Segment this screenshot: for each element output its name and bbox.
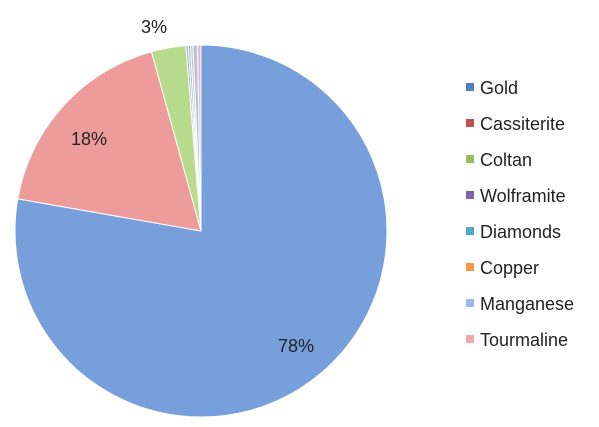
pie-slice-cassiterite <box>17 51 202 232</box>
legend-label-diamonds: Diamonds <box>480 222 561 242</box>
legend-label-manganese: Manganese <box>480 294 574 314</box>
legend-item-copper: Copper <box>466 258 539 278</box>
legend-item-gold: Gold <box>466 78 518 98</box>
pie-labels-layer: 78% 18% 3% <box>71 17 314 356</box>
legend-label-wolframite: Wolframite <box>480 186 566 206</box>
legend: Gold Cassiterite Coltan Wolframite Diamonds C… <box>466 78 574 350</box>
legend-marker-tourmaline <box>466 335 474 343</box>
legend-label-cassiterite: Cassiterite <box>480 114 565 134</box>
pie-label-cassiterite: 18% <box>71 129 107 149</box>
legend-label-coltan: Coltan <box>480 150 532 170</box>
pie-label-gold: 78% <box>278 336 314 356</box>
pie-slice-gold <box>14 44 388 418</box>
legend-label-tourmaline: Tourmaline <box>480 330 568 350</box>
pie-slices-layer <box>14 44 388 418</box>
pie-slice-tourmaline <box>196 44 202 232</box>
legend-marker-copper <box>466 263 474 271</box>
legend-marker-gold <box>466 83 474 91</box>
legend-label-copper: Copper <box>480 258 539 278</box>
legend-item-tourmaline: Tourmaline <box>466 330 568 350</box>
legend-item-diamonds: Diamonds <box>466 222 561 242</box>
legend-marker-cassiterite <box>466 119 474 127</box>
pie-label-coltan: 3% <box>141 17 167 37</box>
legend-item-wolframite: Wolframite <box>466 186 566 206</box>
legend-label-gold: Gold <box>480 78 518 98</box>
legend-item-manganese: Manganese <box>466 294 574 314</box>
legend-marker-coltan <box>466 155 474 163</box>
legend-marker-wolframite <box>466 191 474 199</box>
legend-item-cassiterite: Cassiterite <box>466 114 565 134</box>
legend-marker-diamonds <box>466 227 474 235</box>
legend-item-coltan: Coltan <box>466 150 532 170</box>
legend-marker-manganese <box>466 299 474 307</box>
